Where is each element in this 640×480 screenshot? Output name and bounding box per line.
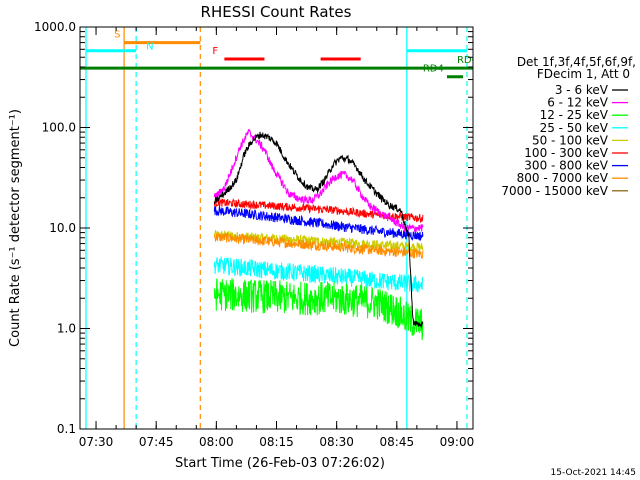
x-tick-label: 07:30 bbox=[79, 435, 114, 449]
legend-entry-label: 6 - 12 keV bbox=[547, 96, 609, 110]
series-line bbox=[213, 278, 424, 341]
series-line bbox=[213, 131, 424, 329]
x-tick-label: 07:45 bbox=[139, 435, 174, 449]
legend-entry-label: 3 - 6 keV bbox=[555, 83, 609, 97]
chart-title: RHESSI Count Rates bbox=[201, 3, 352, 21]
legend-entry-label: 7000 - 15000 keV bbox=[501, 184, 608, 198]
annotation-label: F bbox=[212, 46, 218, 57]
annotation-label: RDO bbox=[457, 55, 480, 66]
series-line bbox=[213, 230, 424, 253]
legend-header-line: FDecim 1, Att 0 bbox=[537, 67, 630, 81]
x-tick-label: 08:00 bbox=[199, 435, 234, 449]
annotation-label: S bbox=[114, 30, 120, 41]
y-tick-label: 0.1 bbox=[57, 422, 76, 436]
legend-entry-label: 25 - 50 keV bbox=[540, 121, 609, 135]
y-tick-label: 1.0 bbox=[57, 322, 76, 336]
legend-entry-label: 100 - 300 keV bbox=[524, 146, 608, 160]
series-line bbox=[213, 206, 424, 242]
legend-entry-label: 800 - 7000 keV bbox=[517, 171, 609, 185]
annotation-label: RD4 bbox=[423, 64, 444, 75]
annotation-label: N bbox=[146, 42, 153, 53]
legend-header-line: Det 1f,3f,4f,5f,6f,9f, bbox=[517, 55, 636, 69]
x-tick-label: 08:15 bbox=[259, 435, 294, 449]
y-tick-label: 1000.0 bbox=[34, 20, 76, 34]
y-tick-label: 100.0 bbox=[42, 121, 76, 135]
y-tick-label: 10.0 bbox=[49, 221, 76, 235]
x-tick-label: 09:00 bbox=[440, 435, 475, 449]
legend: Det 1f,3f,4f,5f,6f,9f, FDecim 1, Att 0 3… bbox=[501, 55, 636, 198]
footer-date: 15-Oct-2021 14:45 bbox=[551, 468, 636, 478]
legend-entry-label: 50 - 100 keV bbox=[532, 133, 609, 147]
x-tick-label: 08:30 bbox=[319, 435, 354, 449]
series-line bbox=[213, 128, 424, 233]
legend-entry-label: 300 - 800 keV bbox=[524, 159, 608, 173]
legend-entry-label: 12 - 25 keV bbox=[540, 108, 609, 122]
x-tick-label: 08:45 bbox=[380, 435, 415, 449]
y-axis-label: Count Rate (s⁻¹ detector segment⁻¹) bbox=[8, 109, 23, 347]
series-line bbox=[213, 231, 424, 259]
series-line bbox=[213, 256, 424, 293]
plot-frame bbox=[79, 26, 474, 430]
x-axis-label: Start Time (26-Feb-03 07:26:02) bbox=[175, 456, 385, 471]
